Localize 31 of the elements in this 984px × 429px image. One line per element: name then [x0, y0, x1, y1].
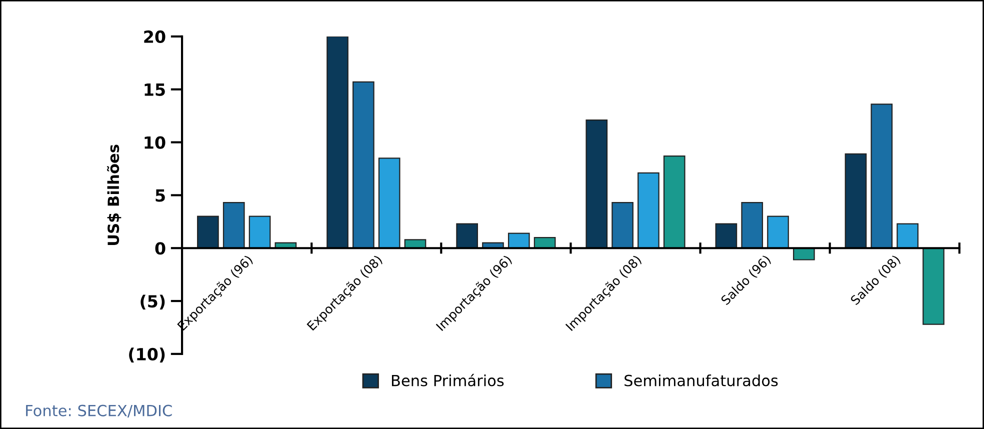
- bar: [326, 36, 348, 249]
- bar: [663, 155, 686, 249]
- bar: [197, 216, 219, 249]
- bar: [844, 153, 867, 249]
- y-tick-label: 10: [144, 136, 166, 149]
- bar: [248, 216, 271, 249]
- bar: [638, 172, 660, 249]
- bar: [352, 81, 374, 249]
- y-tick-label: 0: [155, 242, 166, 255]
- y-tick-label: (10): [129, 348, 165, 362]
- y-axis-title: US$ Bilhões: [107, 144, 122, 245]
- bar: [896, 223, 918, 249]
- bar: [586, 120, 608, 249]
- legend-label: Semimanufaturados: [624, 374, 778, 386]
- bar: [456, 223, 478, 249]
- bar: [508, 232, 530, 249]
- bar: [222, 202, 245, 249]
- bar: [767, 216, 789, 249]
- bar: [870, 104, 893, 249]
- bar: [793, 248, 815, 260]
- bar: [612, 202, 634, 249]
- source-note: Fonte: SECEX/MDIC: [26, 404, 172, 418]
- legend-label: Bens Primários: [392, 374, 504, 386]
- bar: [715, 223, 738, 249]
- bar: [922, 248, 944, 325]
- bar: [378, 158, 400, 249]
- y-tick-label: 5: [156, 189, 165, 202]
- bar: [741, 202, 764, 249]
- y-tick-label: 15: [144, 84, 165, 96]
- y-tick-label: 20: [144, 30, 166, 44]
- y-tick-label: (5): [140, 294, 165, 310]
